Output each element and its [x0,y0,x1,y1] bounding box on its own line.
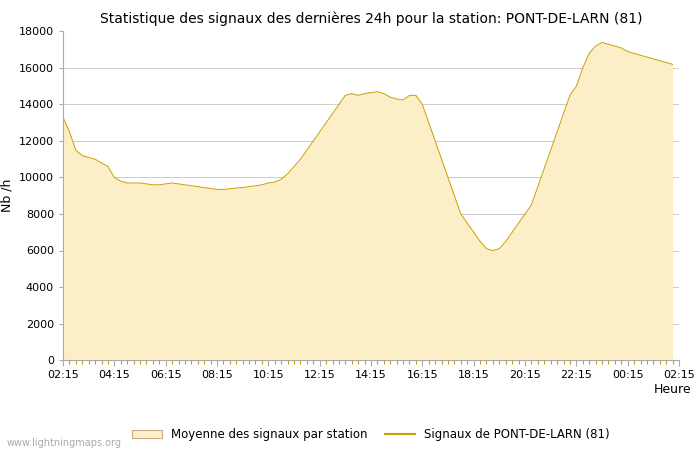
Y-axis label: Nb /h: Nb /h [0,179,13,212]
Legend: Moyenne des signaux par station, Signaux de PONT-DE-LARN (81): Moyenne des signaux par station, Signaux… [127,423,615,446]
X-axis label: Heure: Heure [654,383,692,396]
Title: Statistique des signaux des dernières 24h pour la station: PONT-DE-LARN (81): Statistique des signaux des dernières 24… [99,12,643,26]
Text: www.lightningmaps.org: www.lightningmaps.org [7,438,122,448]
